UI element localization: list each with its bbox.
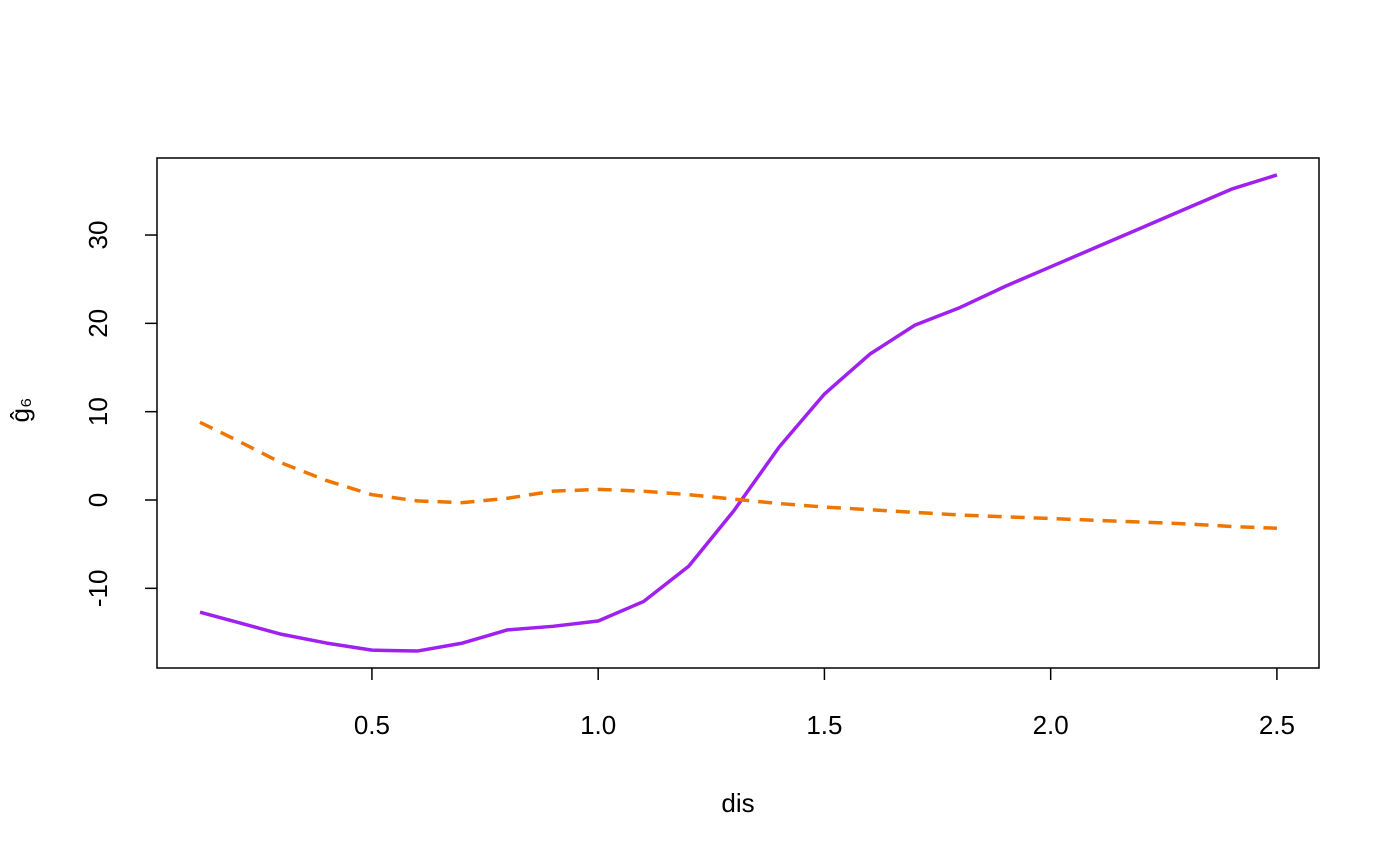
x-tick-label: 1.5 <box>806 710 842 740</box>
series-line <box>199 420 1277 531</box>
series-line <box>199 173 1278 653</box>
plot-box <box>156 157 1320 669</box>
y-tick-label: 0 <box>83 493 113 507</box>
y-tick-label: 30 <box>83 221 113 250</box>
x-tick-label: 0.5 <box>354 710 390 740</box>
x-tick-label: 2.5 <box>1259 710 1295 740</box>
y-tick-label: -10 <box>83 570 113 608</box>
x-tick-label: 1.0 <box>580 710 616 740</box>
y-tick-label: 20 <box>83 309 113 338</box>
x-axis-label: dis <box>721 788 754 818</box>
x-tick-label: 2.0 <box>1033 710 1069 740</box>
y-axis-label: ĝ₆ <box>5 398 35 423</box>
y-tick-label: 10 <box>83 397 113 426</box>
